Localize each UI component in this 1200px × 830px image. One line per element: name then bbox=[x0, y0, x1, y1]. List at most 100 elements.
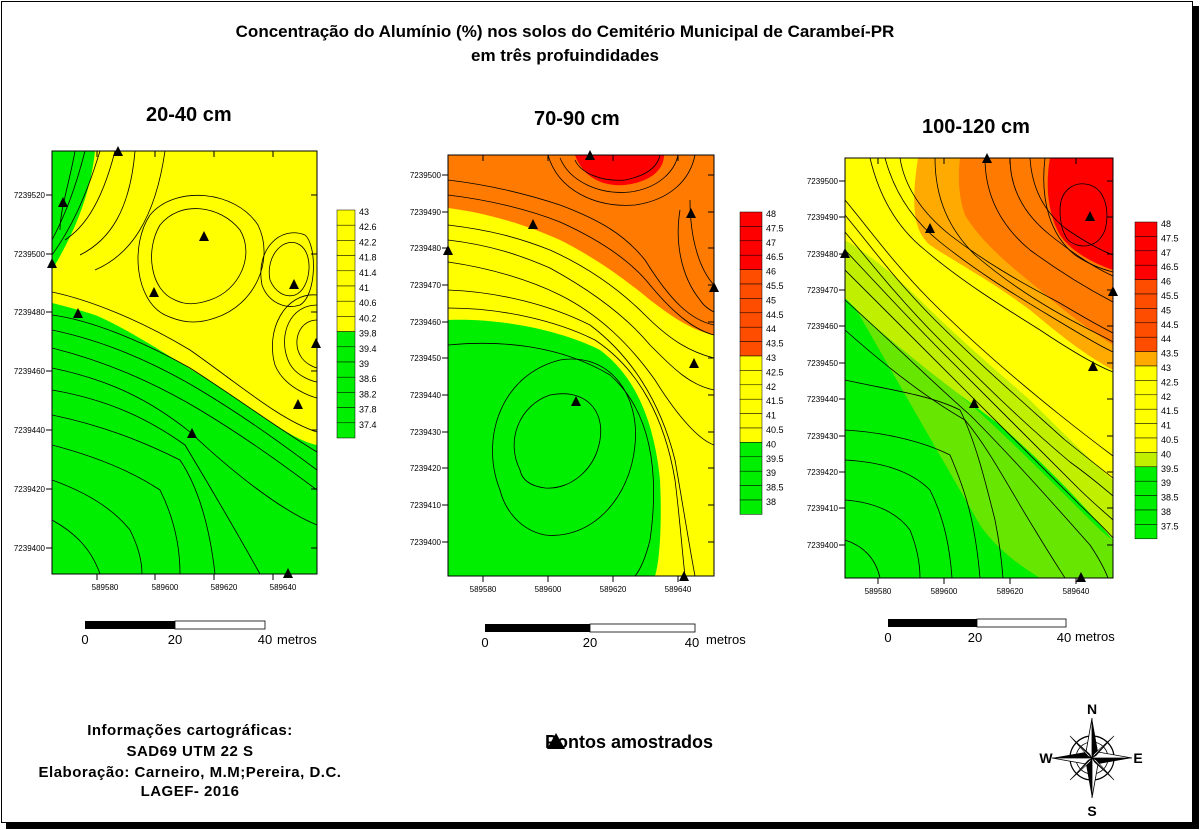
compass-w: W bbox=[1039, 750, 1053, 766]
legend-swatch bbox=[1134, 466, 1158, 482]
legend-swatch bbox=[1134, 308, 1158, 324]
map1-ytick: 7239400 bbox=[14, 544, 46, 553]
map2-ytick: 7239420 bbox=[410, 464, 442, 473]
legend-swatch bbox=[1134, 250, 1158, 266]
legend-swatch bbox=[739, 427, 763, 443]
legend-swatch bbox=[1134, 524, 1158, 540]
legend-label: 42 bbox=[766, 382, 776, 392]
legend-swatch bbox=[336, 255, 356, 272]
legend-label: 44 bbox=[766, 324, 776, 334]
map2-fill-red bbox=[575, 155, 664, 186]
map2-xtick: 589620 bbox=[600, 585, 627, 594]
compass-n: N bbox=[1087, 701, 1097, 717]
map2-xtick: 589580 bbox=[470, 585, 497, 594]
legend-label: 38.5 bbox=[766, 483, 784, 493]
legend-label: 42.5 bbox=[766, 367, 784, 377]
sample-point-legend-icon bbox=[547, 733, 565, 749]
legend-swatch bbox=[739, 470, 763, 486]
map-100-120: 7239500 7239490 7239480 7239470 7239460 … bbox=[807, 153, 1179, 596]
legend-swatch bbox=[1134, 236, 1158, 252]
sample-point-marker bbox=[443, 245, 453, 255]
legend-label: 38.5 bbox=[1161, 493, 1179, 503]
legend-swatch bbox=[336, 407, 356, 424]
legend-label: 39.4 bbox=[359, 344, 377, 354]
map2-color-legend: 48 47.5 47 46.5 46 45.5 45 44.5 44 43.5 43 42.5 42 41… bbox=[739, 209, 784, 515]
sample-point-marker bbox=[689, 358, 699, 368]
legend-swatch bbox=[739, 398, 763, 414]
sample-point-marker bbox=[709, 282, 719, 292]
legend-label: 37.4 bbox=[359, 420, 377, 430]
sample-point-marker bbox=[1085, 211, 1095, 221]
legend-swatch bbox=[739, 413, 763, 429]
map3-sample-points bbox=[840, 153, 1118, 582]
scalebar-2: 0 20 40 metros bbox=[481, 623, 746, 650]
map2-ytick: 7239430 bbox=[410, 428, 442, 437]
map3-border bbox=[844, 157, 1114, 579]
map3-ticks bbox=[839, 158, 1113, 584]
legend-swatch bbox=[336, 300, 356, 317]
legend-swatch bbox=[739, 370, 763, 386]
map3-ytick: 7239470 bbox=[807, 286, 839, 295]
map2-ytick: 7239440 bbox=[410, 391, 442, 400]
map1-border bbox=[51, 150, 318, 575]
legend-label: 46.5 bbox=[766, 252, 784, 262]
scale-label-0: 0 bbox=[884, 630, 891, 645]
compass-s: S bbox=[1087, 803, 1096, 819]
sample-point-marker bbox=[982, 153, 992, 163]
depth-label-1: 20-40 cm bbox=[146, 104, 232, 126]
map3-color-legend: 48 47.5 47 46.5 46 45.5 45 44.5 44 43.5 43 42.5 42 41… bbox=[1134, 219, 1179, 540]
map2-ytick: 7239480 bbox=[410, 244, 442, 253]
legend-label: 39.5 bbox=[766, 454, 784, 464]
legend-swatch bbox=[1134, 495, 1158, 511]
legend-label: 38 bbox=[766, 497, 776, 507]
scale-label-40: 40 bbox=[685, 635, 699, 650]
legend-label: 40.5 bbox=[766, 425, 784, 435]
sample-point-marker bbox=[528, 219, 538, 229]
map3-ytick: 7239450 bbox=[807, 359, 839, 368]
legend-swatch bbox=[336, 316, 356, 332]
map1-ytick: 7239500 bbox=[14, 250, 46, 259]
scale-label-20: 20 bbox=[968, 630, 982, 645]
legend-label: 47.5 bbox=[1161, 233, 1179, 243]
map3-xtick: 589620 bbox=[997, 587, 1024, 596]
legend-label: 40 bbox=[766, 439, 776, 449]
legend-label: 38.2 bbox=[359, 389, 377, 399]
map2-fill-green bbox=[448, 319, 661, 576]
map1-ytick: 7239440 bbox=[14, 426, 46, 435]
map2-ytick: 7239490 bbox=[410, 208, 442, 217]
legend-label: 38.6 bbox=[359, 374, 377, 384]
sample-point-marker bbox=[283, 568, 293, 578]
legend-swatch bbox=[336, 270, 356, 287]
map2-ytick: 7239410 bbox=[410, 501, 442, 510]
legend-label: 47 bbox=[1161, 248, 1171, 258]
scale-unit: metros bbox=[277, 632, 317, 647]
legend-swatch bbox=[739, 283, 763, 299]
legend-label: 42.6 bbox=[359, 222, 377, 232]
legend-label: 38 bbox=[1161, 507, 1171, 517]
legend-swatch bbox=[739, 456, 763, 472]
legend-label: 39 bbox=[1161, 478, 1171, 488]
map3-ytick: 7239480 bbox=[807, 250, 839, 259]
legend-swatch bbox=[336, 422, 356, 439]
legend-swatch bbox=[1134, 322, 1158, 338]
legend-swatch bbox=[336, 240, 356, 256]
legend-swatch bbox=[739, 384, 763, 400]
map3-xtick: 589600 bbox=[931, 587, 958, 596]
map1-xtick: 589600 bbox=[152, 583, 179, 592]
legend-label: 43 bbox=[766, 353, 776, 363]
map1-ytick: 7239420 bbox=[14, 485, 46, 494]
sample-point-marker bbox=[969, 398, 979, 408]
map2-sample-points bbox=[443, 150, 719, 581]
scale-label-0: 0 bbox=[481, 635, 488, 650]
sample-point-marker bbox=[149, 287, 159, 297]
legend-label: 39.5 bbox=[1161, 464, 1179, 474]
map2-fill-orange bbox=[448, 155, 714, 335]
map-20-40: 7239520 7239500 7239480 7239460 7239440 … bbox=[14, 146, 377, 592]
map1-ytick: 7239480 bbox=[14, 308, 46, 317]
legend-label: 40 bbox=[1161, 449, 1171, 459]
legend-swatch bbox=[336, 361, 356, 378]
frame-shadow-bottom bbox=[6, 822, 1199, 829]
legend-label: 37.5 bbox=[1161, 521, 1179, 531]
legend-swatch bbox=[739, 298, 763, 314]
north-arrow-icon: N S E W bbox=[1039, 701, 1142, 819]
